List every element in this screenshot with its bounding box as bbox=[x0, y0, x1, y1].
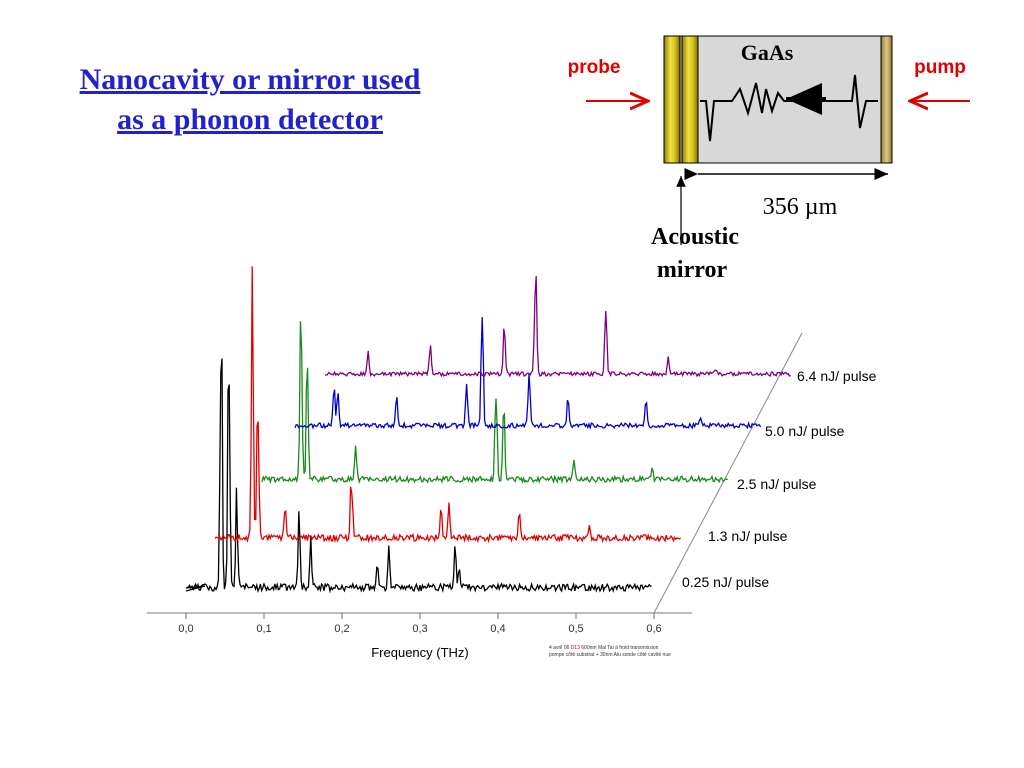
x-tick-label: 0,1 bbox=[256, 623, 271, 635]
x-tick-label: 0,2 bbox=[334, 623, 349, 635]
x-tick-label: 0,4 bbox=[490, 623, 505, 635]
gaas-label: GaAs bbox=[741, 40, 794, 65]
footnote-line2: pompe côté substrat + 30nm Alu sonde côt… bbox=[549, 652, 671, 658]
series-line-2 bbox=[214, 266, 681, 544]
mirror-label-line1: Acoustic bbox=[651, 224, 739, 250]
x-tick-label: 0,3 bbox=[412, 623, 427, 635]
slide-title: Nanocavity or mirror used as a phonon de… bbox=[40, 60, 460, 140]
pump-label: pump bbox=[914, 57, 966, 78]
series-label-4: 5.0 nJ/ pulse bbox=[765, 423, 845, 439]
series-label-1: 0.25 nJ/ pulse bbox=[682, 574, 769, 590]
x-ticks: 0,0 0,1 0,2 0,3 0,4 0,5 0,6 bbox=[178, 613, 662, 635]
gaas-substrate bbox=[663, 35, 893, 164]
slide-title-line2: as a phonon detector bbox=[117, 103, 383, 136]
series-line-4 bbox=[294, 317, 762, 431]
series-layer: 0.25 nJ/ pulse 1.3 nJ/ pulse 2.5 nJ/ pulse… bbox=[185, 266, 877, 594]
footnote-line1: 4 avril 06 D13 600nm Mai Tai à froid tra… bbox=[549, 645, 659, 651]
series-label-5: 6.4 nJ/ pulse bbox=[797, 368, 877, 384]
x-tick-label: 0,6 bbox=[646, 623, 661, 635]
series-line-1 bbox=[185, 358, 652, 594]
footnote: 4 avril 06 D13 600nm Mai Tai à froid tra… bbox=[549, 645, 671, 658]
acoustic-mirror-layer-2 bbox=[681, 35, 699, 164]
probe-label: probe bbox=[568, 57, 621, 78]
slide-title-line1: Nanocavity or mirror used bbox=[79, 63, 421, 96]
thickness-label: 356 µm bbox=[763, 194, 838, 220]
mirror-label-line2: mirror bbox=[657, 257, 728, 283]
depth-axis-line bbox=[653, 332, 803, 614]
x-tick-label: 0,0 bbox=[178, 623, 193, 635]
series-label-2: 1.3 nJ/ pulse bbox=[708, 528, 788, 544]
x-axis-label: Frequency (THz) bbox=[371, 645, 469, 660]
sample-diagram: GaAs probe pump 356 µm Acoustic mirror bbox=[568, 35, 970, 283]
aluminum-film bbox=[880, 35, 893, 164]
strain-pulse-waveform bbox=[700, 74, 878, 142]
x-tick-label: 0,5 bbox=[568, 623, 583, 635]
series-line-5 bbox=[324, 276, 791, 378]
series-line-3 bbox=[261, 321, 728, 485]
acoustic-mirror-layer-1 bbox=[663, 35, 681, 164]
waterfall-chart: 0,0 0,1 0,2 0,3 0,4 0,5 0,6 Frequency (THz) 0.… bbox=[147, 266, 877, 660]
series-label-3: 2.5 nJ/ pulse bbox=[737, 476, 817, 492]
